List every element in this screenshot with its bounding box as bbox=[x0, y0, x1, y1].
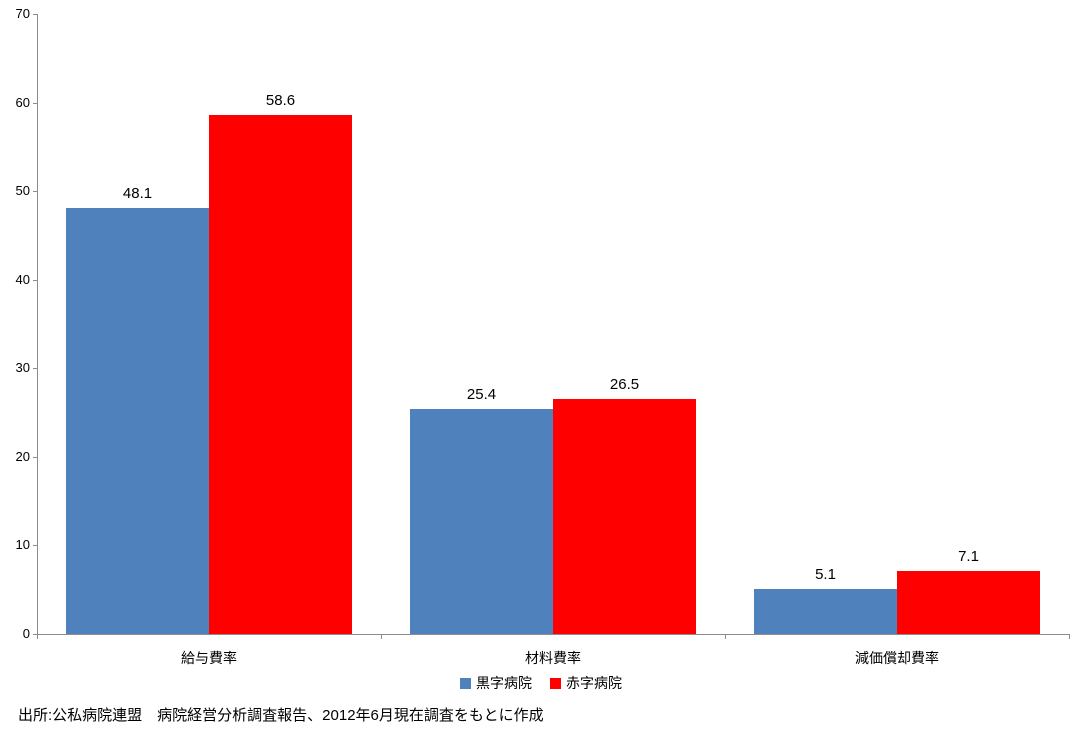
y-axis-tick bbox=[33, 14, 37, 15]
y-axis-tick bbox=[33, 545, 37, 546]
x-axis-category-label: 給与費率 bbox=[181, 650, 237, 666]
bar-黒字病院-給与費率 bbox=[66, 208, 209, 634]
bar-赤字病院-減価償却費率 bbox=[897, 571, 1040, 634]
value-label: 48.1 bbox=[122, 185, 153, 202]
x-axis-category-label: 減価償却費率 bbox=[855, 650, 939, 666]
y-axis-tick-label: 10 bbox=[15, 537, 30, 552]
legend-item-赤字病院: 赤字病院 bbox=[550, 675, 622, 691]
y-axis-tick-label: 70 bbox=[15, 6, 30, 21]
value-label: 25.4 bbox=[466, 386, 497, 403]
bar-赤字病院-給与費率 bbox=[209, 115, 352, 634]
y-axis-tick-label: 0 bbox=[22, 626, 30, 641]
y-axis-tick bbox=[33, 103, 37, 104]
legend: 黒字病院 赤字病院 bbox=[0, 674, 1082, 692]
legend-label: 黒字病院 bbox=[476, 675, 532, 691]
y-axis-tick bbox=[33, 191, 37, 192]
x-axis-tick bbox=[381, 635, 382, 639]
legend-label: 赤字病院 bbox=[566, 675, 622, 691]
bar-赤字病院-材料費率 bbox=[553, 399, 696, 634]
y-axis-line bbox=[37, 14, 38, 634]
y-axis-tick bbox=[33, 634, 37, 635]
bar-黒字病院-減価償却費率 bbox=[754, 589, 897, 634]
value-label: 7.1 bbox=[958, 548, 979, 565]
x-axis-tick bbox=[1069, 635, 1070, 639]
x-axis-tick bbox=[37, 635, 38, 639]
y-axis-tick bbox=[33, 368, 37, 369]
x-axis-category-label: 材料費率 bbox=[525, 650, 581, 666]
bar-黒字病院-材料費率 bbox=[410, 409, 553, 634]
source-note: 出所:公私病院連盟 病院経営分析調査報告、2012年6月現在調査をもとに作成 bbox=[18, 707, 544, 724]
x-axis-line bbox=[37, 634, 1070, 635]
legend-item-黒字病院: 黒字病院 bbox=[460, 675, 532, 691]
y-axis-tick-label: 50 bbox=[15, 183, 30, 198]
legend-swatch-icon bbox=[460, 677, 471, 689]
value-label: 26.5 bbox=[609, 376, 640, 393]
y-axis-tick-label: 20 bbox=[15, 449, 30, 464]
y-axis-tick-label: 40 bbox=[15, 272, 30, 287]
x-axis-tick bbox=[725, 635, 726, 639]
y-axis-tick-label: 60 bbox=[15, 95, 30, 110]
value-label: 5.1 bbox=[815, 566, 836, 583]
y-axis-tick-label: 30 bbox=[15, 360, 30, 375]
y-axis-tick bbox=[33, 280, 37, 281]
legend-swatch-icon bbox=[550, 677, 561, 689]
y-axis-tick bbox=[33, 457, 37, 458]
value-label: 58.6 bbox=[265, 92, 296, 109]
